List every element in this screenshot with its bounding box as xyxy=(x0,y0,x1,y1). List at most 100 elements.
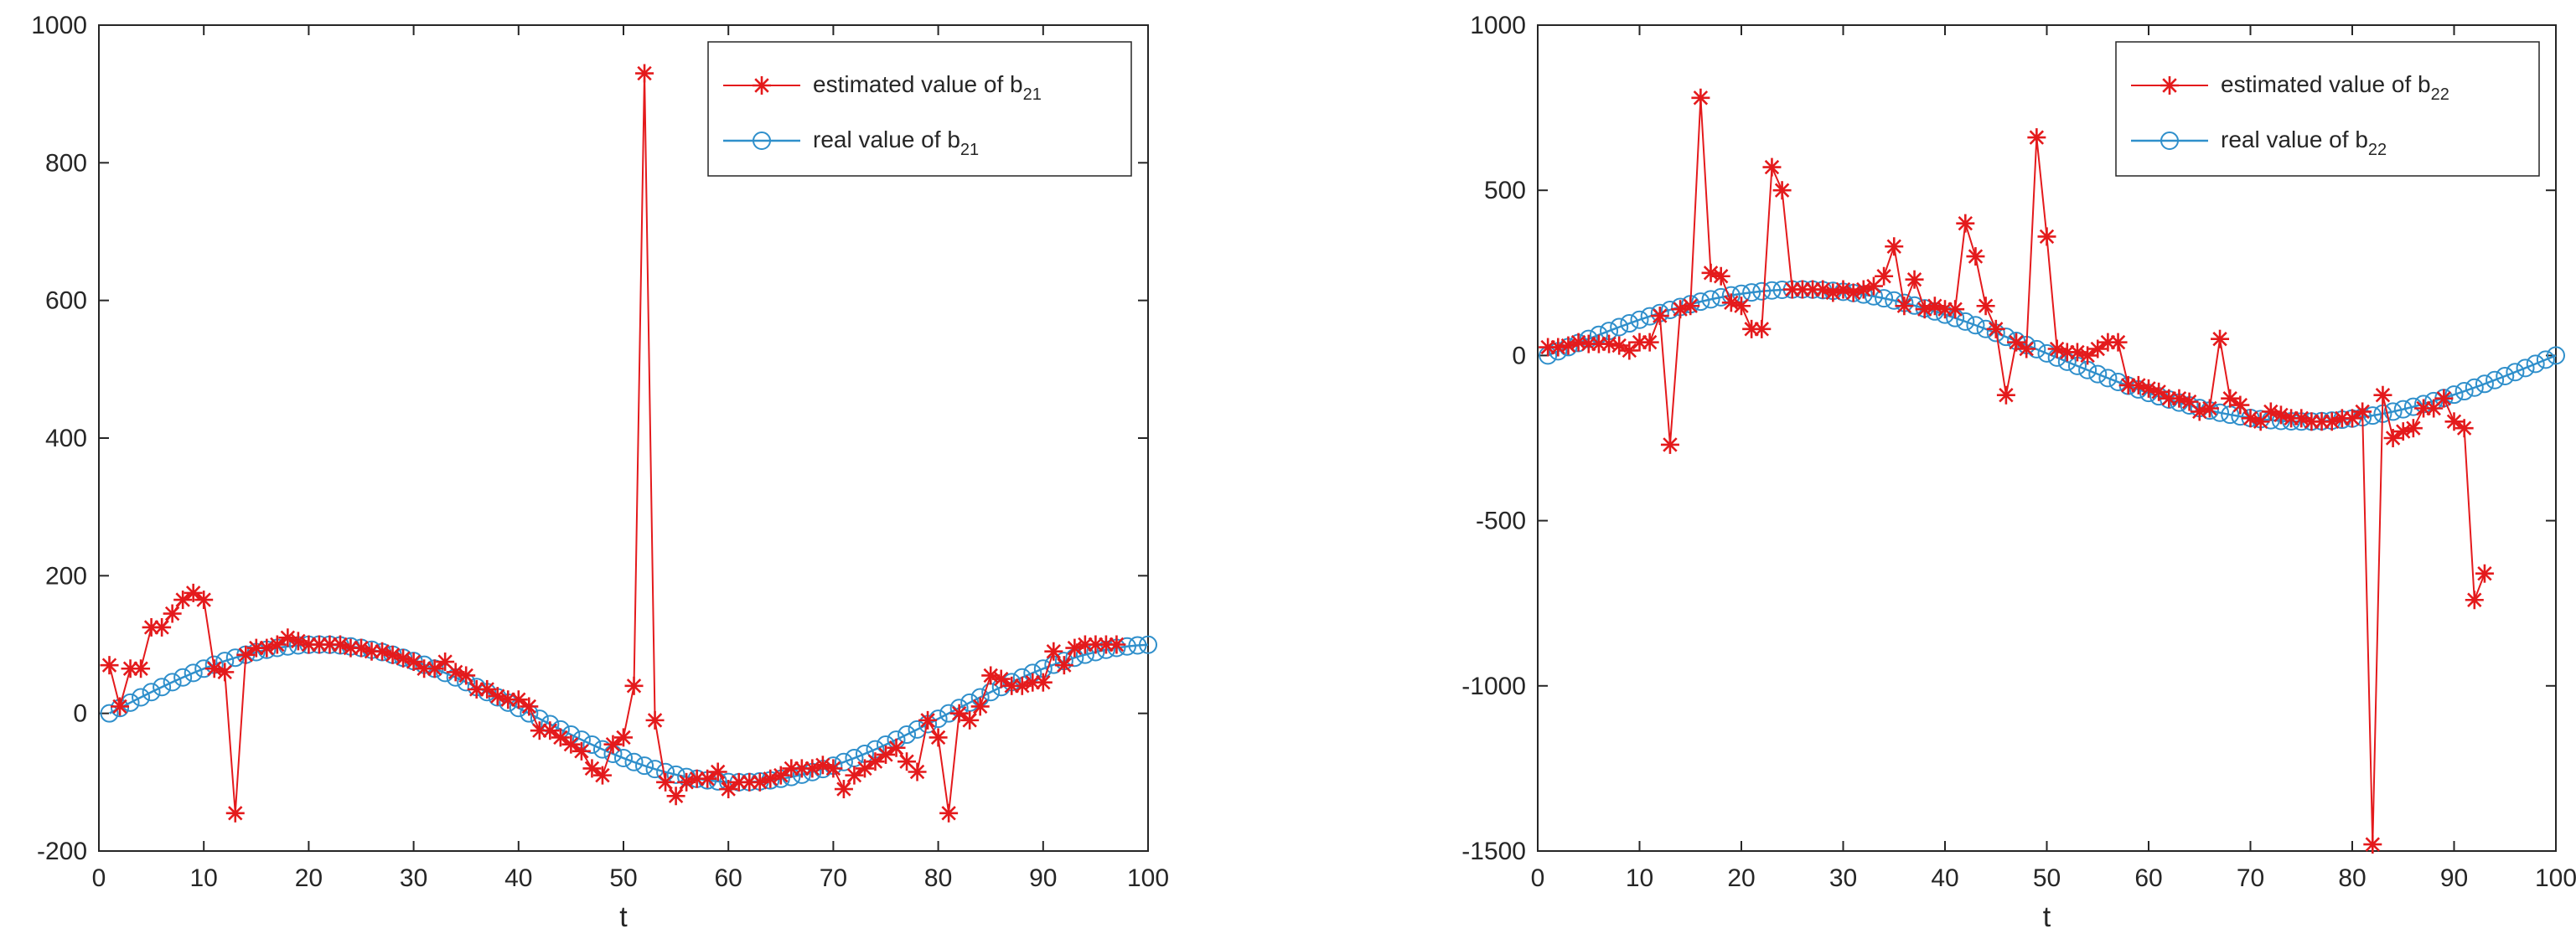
plot-0-estimated-point xyxy=(561,735,581,754)
plot-0-estimated-point xyxy=(666,787,685,806)
plot-0-estimated-point xyxy=(582,759,602,778)
plot-1-estimated-point xyxy=(1956,214,1975,233)
plot-0-estimated-point xyxy=(246,638,266,658)
plot-b22: 0 10 20 30 40 50 60 70 80 90 100 -1500 -1000 -500 0 500… xyxy=(1461,12,2576,933)
plot-0-xtick-label: 80 xyxy=(924,864,952,892)
plot-1-estimated-point xyxy=(2221,389,2240,408)
plot-1-real-point xyxy=(2506,363,2525,382)
plot-0-estimated-point xyxy=(656,772,675,792)
plot-1-estimated-point xyxy=(2373,385,2392,405)
plot-0-estimated-point xyxy=(425,659,444,678)
plot-1-real-point xyxy=(2393,400,2413,419)
plot-1-real-point xyxy=(1752,281,1772,301)
plot-0-estimated-point xyxy=(771,766,790,785)
plot-0-estimated-point xyxy=(855,759,874,778)
plot-1-estimated-point xyxy=(2454,419,2474,438)
plot-1-estimated-point xyxy=(2465,591,2484,610)
plot-0-xtick-label: 70 xyxy=(820,864,847,892)
plot-1-real-point xyxy=(2516,359,2535,378)
plot-1-estimated-point xyxy=(1650,307,1669,326)
plot-b21-legend: estimated value of b21 real value of b21 xyxy=(707,41,1132,177)
plot-0-estimated-point xyxy=(225,803,245,823)
plot-b22-legend: estimated value of b22 real value of b22 xyxy=(2115,41,2540,177)
plot-1-legend-real-circle xyxy=(2160,132,2179,150)
plot-b21-legend-estimated-main: estimated value of b xyxy=(813,71,1023,97)
plot-b21-legend-estimated-sub: 21 xyxy=(1023,85,1042,104)
plot-0-xtick-label: 0 xyxy=(92,864,106,892)
plot-1-xtick-label: 0 xyxy=(1531,864,1545,892)
plot-1-estimated-point xyxy=(1691,88,1710,107)
plot-0-xtick-label: 10 xyxy=(190,864,218,892)
plot-1-estimated-point xyxy=(2211,329,2230,348)
plot-1-estimated-point xyxy=(1885,237,1904,256)
plot-1-estimated-point xyxy=(2017,339,2036,359)
plot-0-estimated-point xyxy=(603,735,623,754)
plot-1-estimated-point xyxy=(1762,157,1782,177)
plot-0-real-point xyxy=(960,693,980,712)
plot-1-estimated-point xyxy=(1976,297,1995,316)
plot-b22-xlabel: t xyxy=(2043,901,2051,933)
plot-0-legend-estimated-asterisk xyxy=(753,76,771,95)
plot-0-estimated-point xyxy=(236,645,256,664)
plot-0-estimated-point xyxy=(194,591,214,610)
plot-1-xtick-label: 40 xyxy=(1931,864,1958,892)
plot-0-estimated-point xyxy=(834,780,853,799)
plot-1-real-point xyxy=(1610,317,1629,337)
plot-0-estimated-point xyxy=(572,741,591,761)
plot-0-estimated-point xyxy=(467,679,486,699)
plot-0-estimated-point xyxy=(740,772,759,792)
plot-1-estimated-point xyxy=(2007,333,2026,352)
plot-1-real-point xyxy=(2454,382,2474,401)
plot-1-estimated-point xyxy=(2027,128,2046,147)
plot-0-estimated-point xyxy=(949,704,969,723)
plot-1-real-point xyxy=(2475,374,2494,394)
plot-1-legend-estimated-asterisk xyxy=(2160,76,2179,95)
plot-1-estimated-point xyxy=(2078,346,2098,365)
plot-0-real-point xyxy=(1128,636,1147,655)
plot-0-xtick-label: 50 xyxy=(609,864,637,892)
plot-1-ytick-label: -500 xyxy=(1476,508,1526,535)
plot-1-ytick-label: -1500 xyxy=(1461,838,1526,865)
plot-b22-ticks: 0 10 20 30 40 50 60 70 80 90 100 -1500 -1000 -500 0 500… xyxy=(1461,12,2576,892)
plot-1-estimated-point xyxy=(2434,389,2454,408)
plot-0-estimated-point xyxy=(970,697,990,716)
plot-b21-xlabel: t xyxy=(619,901,628,933)
plot-1-xtick-label: 80 xyxy=(2338,864,2366,892)
plot-b22-legend-real-sub: 22 xyxy=(2368,141,2387,159)
plot-0-real-point xyxy=(173,668,193,687)
plot-0-estimated-point xyxy=(436,653,455,672)
plot-1-estimated-point xyxy=(2108,333,2128,352)
plot-0-estimated-point xyxy=(163,604,182,623)
plot-1-real-point xyxy=(2037,343,2056,363)
plot-b21-legend-box xyxy=(707,41,1132,177)
plot-0-estimated-point xyxy=(1054,656,1073,675)
plot-0-estimated-point xyxy=(111,697,130,716)
plot-b21-legend-estimated-marker xyxy=(723,76,800,95)
plot-b21-legend-real-main: real value of b xyxy=(813,126,960,152)
plot-1-xtick-label: 30 xyxy=(1829,864,1857,892)
plot-b22-legend-estimated-sub: 22 xyxy=(2431,85,2449,104)
plot-1-estimated-point xyxy=(2322,412,2341,431)
plot-0-estimated-point xyxy=(541,721,560,740)
plot-0-real-point xyxy=(142,683,161,702)
plot-0-real-point xyxy=(184,663,203,683)
plot-0-estimated-point xyxy=(866,752,885,771)
plot-0-estimated-point xyxy=(551,728,570,747)
plot-1-estimated-point xyxy=(1620,341,1639,360)
plot-0-xtick-label: 100 xyxy=(1127,864,1169,892)
plot-1-estimated-point xyxy=(1640,333,1659,352)
plot-0-estimated-point xyxy=(1002,676,1022,695)
plot-b22-legend-real-marker xyxy=(2131,132,2208,150)
plot-b22-estimated-series xyxy=(1539,88,2494,854)
plot-1-ytick-label: 1000 xyxy=(1470,12,1526,39)
plot-1-real-point xyxy=(2526,354,2545,374)
plot-1-estimated-point xyxy=(1854,280,1873,299)
plot-0-estimated-point xyxy=(624,676,644,695)
plot-1-ytick-label: 500 xyxy=(1484,177,1526,204)
plot-1-estimated-point xyxy=(1966,247,1985,266)
plot-0-estimated-point xyxy=(918,710,938,730)
plot-b22-legend-estimated-label: estimated value of b22 xyxy=(2221,71,2449,104)
plot-0-xtick-label: 20 xyxy=(295,864,323,892)
plot-1-real-point xyxy=(2536,350,2555,369)
